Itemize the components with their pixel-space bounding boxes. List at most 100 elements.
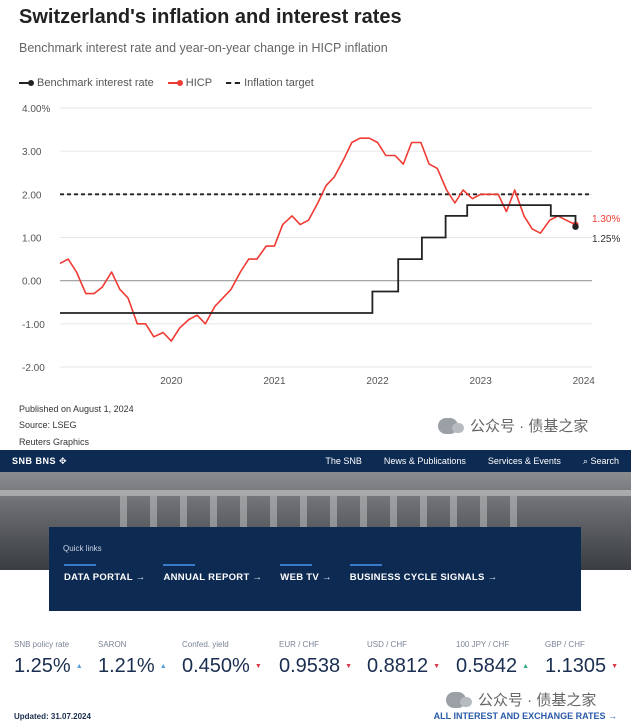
footer-source: Source: LSEG bbox=[19, 420, 77, 430]
legend-item-target: Inflation target bbox=[226, 77, 314, 89]
legend-swatch-hicp bbox=[167, 80, 183, 86]
hero-column bbox=[510, 496, 517, 556]
chart-subtitle: Benchmark interest rate and year-on-year… bbox=[19, 41, 388, 55]
hero-column bbox=[450, 496, 457, 556]
x-tick-label: 2023 bbox=[470, 376, 493, 387]
legend-label-target: Inflation target bbox=[244, 77, 314, 89]
y-tick-label: 1.00 bbox=[22, 234, 42, 245]
x-tick-label: 2020 bbox=[160, 376, 183, 387]
x-tick-label: 2022 bbox=[366, 376, 389, 387]
hero-column bbox=[300, 496, 307, 556]
end-label-hicp: 1.30% bbox=[592, 214, 620, 225]
legend-item-hicp: HICP bbox=[167, 77, 213, 89]
watermark-text-bottom: 公众号 · 债基之家 bbox=[478, 692, 597, 709]
rate-trend-icon: ▲ bbox=[159, 663, 167, 671]
nav-services-events[interactable]: Services & Events bbox=[487, 456, 561, 466]
hero-column bbox=[360, 496, 367, 556]
y-tick-label: 0.00 bbox=[22, 277, 42, 288]
hero-cornice bbox=[0, 490, 631, 496]
quick-links-label: Quick links bbox=[63, 544, 102, 553]
rate-label: GBP / CHF bbox=[545, 640, 585, 649]
rate-eur-chf[interactable]: EUR / CHF 0.9538 ▼ bbox=[279, 640, 352, 678]
watermark-text-top: 公众号 · 债基之家 bbox=[470, 418, 589, 435]
hero-column bbox=[210, 496, 217, 556]
watermark-bottom: 公众号 · 债基之家 bbox=[446, 689, 596, 710]
rate-value: 1.21% bbox=[98, 655, 155, 677]
wechat-icon bbox=[438, 417, 464, 434]
y-tick-label: -2.00 bbox=[22, 363, 45, 374]
nav-news-publications[interactable]: News & Publications bbox=[383, 456, 466, 466]
rates-strip: SNB policy rate 1.25% ▲ SARON 1.21% ▲ Conf… bbox=[0, 640, 631, 685]
y-tick-label: 4.00% bbox=[22, 104, 50, 115]
x-tick-label: 2024 bbox=[573, 376, 596, 387]
rate-trend-icon: ▼ bbox=[611, 663, 619, 671]
rate-label: EUR / CHF bbox=[279, 640, 319, 649]
footer-credit: Reuters Graphics bbox=[19, 437, 90, 447]
rate-label: 100 JPY / CHF bbox=[456, 640, 510, 649]
rate-jpy-chf[interactable]: 100 JPY / CHF 0.5842 ▲ bbox=[456, 640, 529, 678]
hero-column bbox=[270, 496, 277, 556]
chart-section: Switzerland's inflation and interest rat… bbox=[19, 6, 621, 447]
nav-the-snb[interactable]: The SNB bbox=[325, 456, 362, 466]
hero-column bbox=[120, 496, 127, 556]
quick-link-web-tv[interactable]: WEB TV → bbox=[280, 564, 332, 583]
rate-value: 0.450% bbox=[182, 655, 250, 677]
y-tick-label: 3.00 bbox=[22, 147, 42, 158]
rate-saron[interactable]: SARON 1.21% ▲ bbox=[98, 640, 167, 678]
rate-trend-icon: ▲ bbox=[522, 663, 530, 671]
series-hicp bbox=[59, 137, 576, 342]
hero-column bbox=[150, 496, 157, 556]
nav-search[interactable]: ⌕ Search bbox=[582, 456, 619, 466]
chart-plot: 4.00% 3.00 2.00 1.00 0.00 -1.00 -2.00 2020 2021… bbox=[22, 104, 620, 387]
hero-column bbox=[390, 496, 397, 556]
rate-confed-yield[interactable]: Confed. yield 0.450% ▼ bbox=[182, 640, 262, 678]
rate-trend-icon: ▼ bbox=[345, 663, 353, 671]
hero-column bbox=[420, 496, 427, 556]
series-benchmark-rate bbox=[60, 204, 577, 314]
rate-value: 0.8812 bbox=[367, 655, 429, 677]
rate-value: 1.25% bbox=[14, 655, 71, 677]
rate-snb-policy[interactable]: SNB policy rate 1.25% ▲ bbox=[14, 640, 83, 678]
y-tick-label: 2.00 bbox=[22, 190, 42, 201]
quick-link-data-portal[interactable]: DATA PORTAL → bbox=[64, 564, 146, 583]
rate-endpoint bbox=[572, 223, 579, 230]
rate-label: SARON bbox=[98, 640, 127, 649]
rate-value: 0.9538 bbox=[279, 655, 341, 677]
wechat-icon bbox=[446, 691, 472, 708]
legend-swatch-rate bbox=[19, 80, 34, 86]
rate-usd-chf[interactable]: USD / CHF 0.8812 ▼ bbox=[367, 640, 440, 678]
rate-gbp-chf[interactable]: GBP / CHF 1.1305 ▼ bbox=[545, 640, 618, 678]
quick-link-business-cycle-signals[interactable]: BUSINESS CYCLE SIGNALS → bbox=[349, 564, 498, 583]
hero-column bbox=[180, 496, 187, 556]
updated-date: Updated: 31.07.2024 bbox=[14, 712, 91, 721]
quick-links-list: DATA PORTAL → ANNUAL REPORT → WEB TV → B… bbox=[64, 564, 515, 583]
rate-value: 0.5842 bbox=[456, 655, 518, 677]
rate-label: Confed. yield bbox=[182, 640, 229, 649]
snb-nav-items: The SNB News & Publications Services & E… bbox=[325, 456, 619, 467]
snb-nav-bar: SNB BNS ✥ The SNB News & Publications Se… bbox=[0, 450, 631, 472]
legend-label-rate: Benchmark interest rate bbox=[37, 77, 154, 89]
chart-legend: Benchmark interest rate HICP Inflation t… bbox=[19, 77, 314, 89]
legend-label-hicp: HICP bbox=[185, 77, 213, 89]
quick-links-panel: Quick links DATA PORTAL → ANNUAL REPORT … bbox=[49, 527, 581, 611]
watermark-top: 公众号 · 债基之家 bbox=[438, 415, 588, 436]
rate-label: SNB policy rate bbox=[14, 640, 70, 649]
end-label-rate: 1.25% bbox=[592, 234, 620, 245]
x-tick-label: 2021 bbox=[263, 376, 286, 387]
rate-value: 1.1305 bbox=[545, 655, 607, 677]
snb-logo[interactable]: SNB BNS ✥ bbox=[12, 456, 68, 466]
hero-column bbox=[480, 496, 487, 556]
legend-swatch-target bbox=[226, 82, 241, 84]
rate-trend-icon: ▲ bbox=[75, 663, 83, 671]
rate-trend-icon: ▼ bbox=[254, 663, 262, 671]
all-rates-link[interactable]: ALL INTEREST AND EXCHANGE RATES → bbox=[433, 711, 617, 721]
snb-website: SNB BNS ✥ The SNB News & Publications Se… bbox=[0, 450, 631, 724]
rate-trend-icon: ▼ bbox=[433, 663, 441, 671]
chart-title: Switzerland's inflation and interest rat… bbox=[19, 6, 402, 28]
quick-link-annual-report[interactable]: ANNUAL REPORT → bbox=[163, 564, 263, 583]
footer-published: Published on August 1, 2024 bbox=[19, 404, 134, 414]
legend-item-rate: Benchmark interest rate bbox=[19, 77, 154, 89]
hero-column bbox=[330, 496, 337, 556]
y-tick-label: -1.00 bbox=[22, 320, 45, 331]
hero-column bbox=[240, 496, 247, 556]
